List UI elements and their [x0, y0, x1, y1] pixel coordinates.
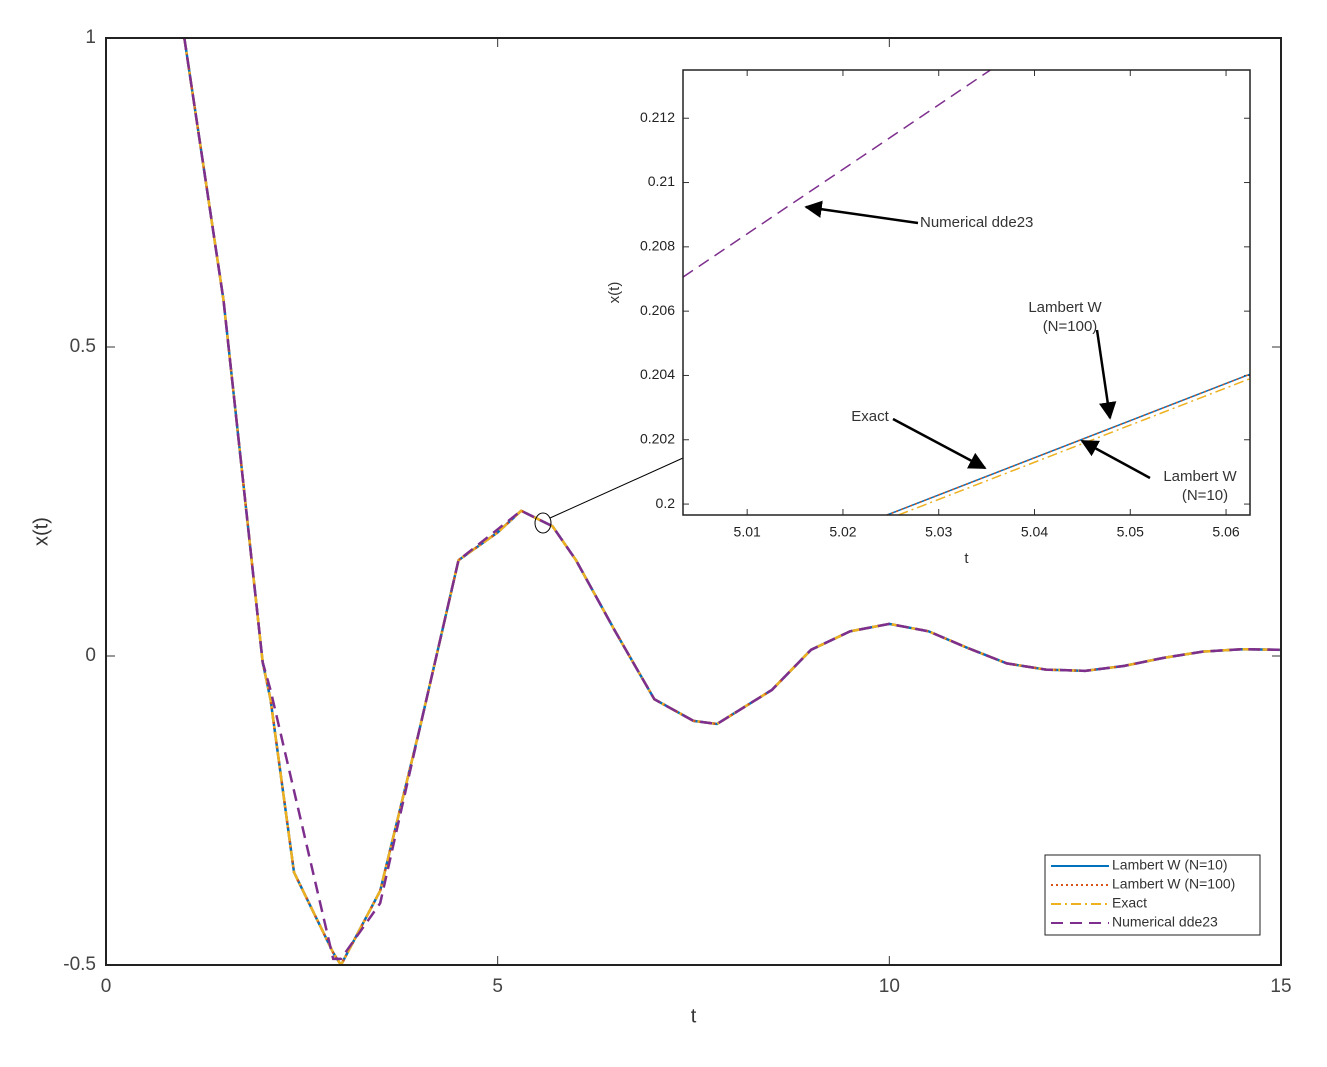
annotation-text: (N=10) — [1182, 487, 1228, 504]
y-tick-label: 1 — [85, 27, 96, 48]
x-tick-label: 5.01 — [734, 524, 761, 540]
legend-box — [1044, 854, 1261, 936]
annotation-text: Lambert W — [1163, 468, 1237, 485]
axes-frame — [105, 37, 1282, 966]
legend-label: Numerical dde23 — [1112, 914, 1218, 930]
x-tick-label: 5.04 — [1021, 524, 1048, 540]
data-line — [886, 373, 1250, 515]
y-tick-label: -0.5 — [63, 954, 96, 975]
y-axis-label: x(t) — [30, 517, 52, 546]
data-line — [183, 38, 1281, 961]
x-axis-label: t — [964, 550, 969, 567]
y-tick-label: 0.2 — [656, 495, 676, 511]
y-tick-label: 0.204 — [640, 366, 675, 382]
x-tick-label: 5 — [492, 976, 503, 997]
y-tick-label: 0.208 — [640, 238, 675, 254]
annotation-text: Numerical dde23 — [920, 214, 1033, 231]
plot-area — [683, 70, 1250, 515]
y-axis-label: x(t) — [606, 282, 623, 304]
legend-label: Exact — [1112, 895, 1147, 911]
y-tick-label: 0.206 — [640, 302, 675, 318]
series-group — [683, 70, 1250, 515]
x-tick-label: 5.03 — [925, 524, 952, 540]
x-tick-label: 0 — [101, 976, 112, 997]
data-line — [683, 70, 991, 278]
axes-frame — [682, 69, 1251, 516]
annotations: Numerical dde23 Lambert W (N=100) Exact Lamb… — [804, 200, 1238, 504]
y-tick-label: 0.202 — [640, 430, 675, 446]
x-tick-label: 15 — [1270, 976, 1291, 997]
x-tick-label: 5.05 — [1117, 524, 1144, 540]
legend-label: Lambert W (N=10) — [1112, 857, 1228, 873]
y-tick-label: 0.5 — [70, 336, 96, 357]
zoom-marker — [534, 512, 552, 534]
y-tick-label: 0.21 — [648, 173, 675, 189]
annotation-arrow — [804, 200, 919, 225]
x-tick-label: 10 — [879, 976, 900, 997]
x-axis-label: t — [691, 1005, 697, 1027]
x-tick-label: 5.02 — [829, 524, 856, 540]
annotation-text: Exact — [851, 408, 889, 425]
annotation-arrow — [1080, 439, 1151, 480]
zoom-connector — [549, 457, 684, 519]
legend-label: Lambert W (N=100) — [1112, 876, 1235, 892]
annotation-arrow — [1095, 329, 1117, 420]
annotation-text: (N=100) — [1043, 318, 1098, 335]
y-tick-label: 0.212 — [640, 109, 675, 125]
data-line — [898, 377, 1250, 515]
series-group — [183, 38, 1281, 965]
annotation-text: Lambert W — [1028, 299, 1102, 316]
x-tick-label: 5.06 — [1212, 524, 1239, 540]
annotation-arrow — [892, 417, 987, 470]
y-tick-label: 0 — [85, 645, 96, 666]
